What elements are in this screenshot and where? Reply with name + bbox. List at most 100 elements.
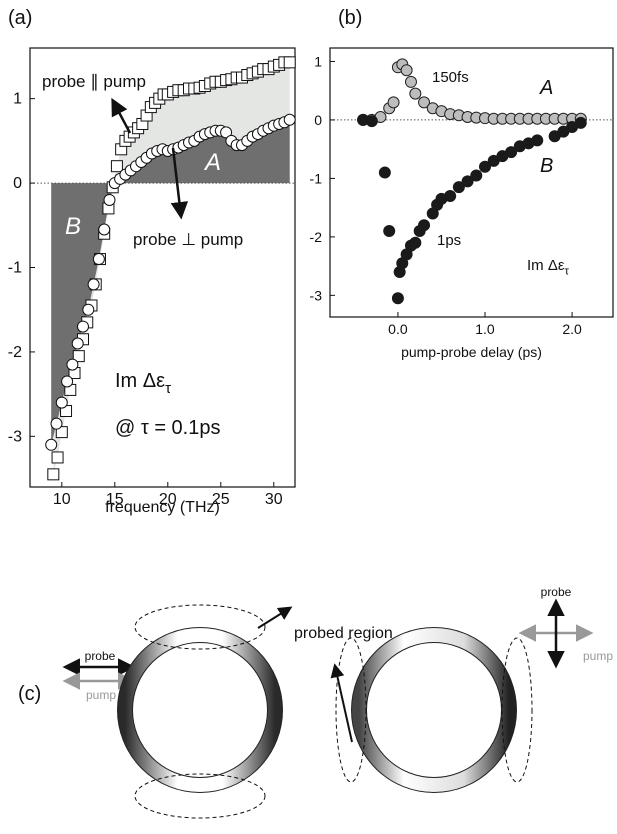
point: [400, 64, 413, 77]
point: [110, 160, 123, 173]
probed-region: [134, 604, 266, 650]
point: [55, 396, 68, 409]
point: [103, 193, 116, 206]
annotation-text: A: [203, 149, 221, 176]
point: [444, 189, 457, 202]
label-arrow: [170, 147, 189, 220]
point: [478, 160, 491, 173]
ring: [117, 627, 283, 793]
y-tick-label: -3: [310, 287, 323, 303]
point: [71, 337, 84, 350]
area: [51, 119, 290, 445]
y-tick-label: -1: [8, 260, 22, 277]
annotation-text: Im Δε: [115, 370, 165, 392]
series-label: B: [540, 155, 553, 177]
point: [72, 350, 85, 363]
annotation: Im Δετ: [115, 370, 171, 397]
point: [82, 303, 95, 316]
point: [418, 219, 431, 232]
series-label: A: [539, 77, 553, 99]
point: [98, 223, 111, 236]
probed-region: [501, 637, 533, 783]
point: [383, 225, 396, 238]
legend-pump: pump: [583, 649, 613, 663]
panel-label: (b): [338, 7, 362, 29]
ring: [351, 627, 517, 793]
point: [47, 468, 60, 481]
probed-region: [335, 637, 367, 783]
annotation-text: 150fs: [432, 69, 469, 86]
point: [409, 236, 422, 249]
x-tick-label: 10: [53, 491, 71, 508]
ring-edge: [132, 642, 268, 778]
annotation-subscript: τ: [565, 266, 570, 278]
panel-c: (c) probe pump probed region probe pump: [18, 585, 613, 819]
point: [470, 169, 483, 182]
ring-edge: [117, 627, 283, 793]
ring-edge: [351, 627, 517, 793]
x-axis-label: frequency (THz): [105, 499, 220, 516]
point: [220, 126, 233, 139]
series-label: probe ⊥ pump: [133, 230, 243, 249]
x-tick-label: 30: [265, 491, 283, 508]
legend-pump: pump: [86, 688, 116, 702]
label-arrow: [111, 97, 132, 134]
legend-probe: probe: [85, 649, 116, 663]
x-tick-label: 20: [159, 491, 177, 508]
point: [77, 320, 89, 333]
panel-a: (a) -3 -2 -1 0 1 10 15 20 25 30 frequency (THz) prob…: [8, 7, 296, 516]
x-tick-label: 15: [106, 491, 124, 508]
legend-probe: probe: [541, 585, 572, 599]
point: [391, 292, 404, 305]
panel-label: (a): [8, 7, 32, 29]
y-tick-label: -2: [8, 344, 22, 361]
annotation-text: Im Δε: [527, 257, 565, 274]
point: [45, 438, 58, 451]
annotation: Im Δετ: [527, 257, 570, 278]
y-tick-label: 0: [13, 175, 22, 192]
point: [365, 115, 378, 128]
x-axis-label: pump-probe delay (ps): [401, 344, 542, 360]
point: [378, 166, 391, 179]
ring-edge: [366, 642, 502, 778]
point: [461, 175, 474, 188]
y-tick-label: -1: [310, 170, 323, 186]
point: [404, 75, 417, 88]
point: [574, 116, 587, 129]
y-tick-label: -3: [8, 428, 22, 445]
point: [283, 113, 296, 126]
point: [66, 358, 79, 371]
annotation: 1ps: [437, 232, 461, 249]
annotation-text: @ τ = 0.1ps: [115, 417, 220, 439]
panel-label: (c): [18, 683, 41, 705]
annotation: 150fs: [432, 69, 469, 86]
point: [505, 146, 518, 159]
x-tick-label: 0.0: [388, 321, 408, 337]
series-label: probe ∥ pump: [42, 72, 146, 91]
x-tick-label: 1.0: [475, 321, 495, 337]
point: [409, 87, 422, 100]
callout-arrow: [257, 606, 293, 629]
x-tick-label: 2.0: [562, 321, 582, 337]
point: [387, 96, 400, 109]
annotation: @ τ = 0.1ps: [115, 417, 220, 439]
probed-region: [134, 773, 266, 819]
annotation: A: [203, 149, 221, 176]
point: [55, 426, 68, 439]
point: [50, 417, 63, 430]
point: [92, 253, 105, 266]
annotation-text: B: [65, 213, 81, 240]
annotation-text: 1ps: [437, 232, 461, 249]
y-tick-label: 1: [314, 53, 322, 69]
point: [531, 134, 544, 147]
callout: probed region: [294, 625, 393, 642]
annotation: B: [65, 213, 81, 240]
point: [87, 278, 100, 291]
point: [418, 96, 431, 109]
panel-b: (b) 1 0 -1 -2 -3 0.0 1.0 2.0 pump-probe delay (ps…: [310, 7, 614, 360]
y-tick-label: -2: [310, 229, 323, 245]
point: [61, 375, 74, 388]
annotation-subscript: τ: [165, 380, 171, 397]
point: [51, 451, 64, 464]
